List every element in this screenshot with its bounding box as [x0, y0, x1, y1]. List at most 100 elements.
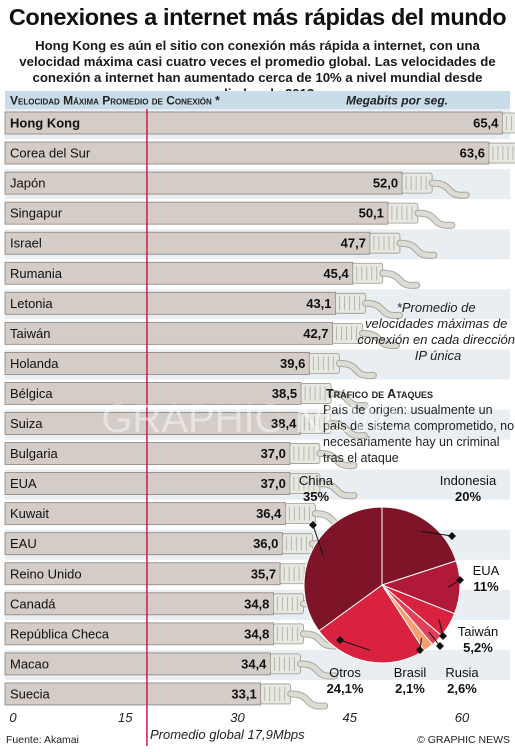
- bar-value-label: 47,7: [341, 236, 366, 251]
- bar-category-label: Rumania: [10, 266, 63, 281]
- pie-leader-marker: [309, 521, 317, 529]
- bar-row: EAU 36,0: [4, 529, 510, 560]
- chart-header-band: [5, 91, 510, 109]
- cable-plug: [387, 202, 419, 224]
- source-label: Fuente: Akamai: [6, 734, 79, 746]
- bar: [4, 231, 371, 255]
- pie-leader-marker: [439, 632, 447, 640]
- page-subtitle: Hong Kong es aún el sitio con conexión m…: [19, 38, 496, 101]
- pie-leader-line: [312, 524, 324, 556]
- pie-slice: [381, 506, 457, 586]
- cable-plug: [488, 142, 515, 164]
- chart-header-label: Velocidad Máxima Promedio de Conexión *: [10, 94, 220, 108]
- bar-row: Japón 52,0: [4, 169, 510, 200]
- pie-slice-value: 2,6%: [447, 681, 477, 696]
- attack-traffic-pie: [303, 506, 461, 664]
- bar-category-label: Israel: [10, 236, 42, 251]
- footnote-text: *Promedio de velocidades máximas de cone…: [357, 300, 515, 363]
- cable-plug: [401, 172, 433, 194]
- cable-plug: [299, 413, 331, 434]
- bar-row: EUA 37,0: [4, 469, 510, 500]
- pie-leader-line: [339, 639, 370, 651]
- bar-row: Kuwait 36,4: [4, 502, 353, 530]
- x-tick-label: 45: [343, 710, 358, 725]
- cable-plug: [502, 112, 515, 134]
- bar-value-label: 52,0: [373, 176, 398, 191]
- bar-category-label: Taiwán: [10, 326, 50, 341]
- credit-label: © GRAPHIC NEWS: [417, 734, 510, 746]
- pie-slice: [318, 584, 425, 664]
- bar-category-label: Bélgica: [10, 386, 53, 401]
- bar-value-label: 63,6: [460, 146, 485, 161]
- bar-row: Corea del Sur 63,6: [4, 141, 515, 165]
- cable-plug: [369, 232, 401, 254]
- bar: [4, 171, 403, 195]
- pie-slice-name: EUA: [473, 563, 500, 578]
- pie-slice-value: 5,2%: [463, 640, 493, 655]
- bar-value-label: 33,1: [231, 686, 256, 701]
- page-title: Conexiones a internet más rápidas del mu…: [8, 4, 507, 30]
- bar-row: Suiza 38,4: [4, 409, 510, 440]
- bar-row: Rumania 45,4: [4, 261, 421, 289]
- x-tick-label: 15: [118, 710, 133, 725]
- bar-value-label: 37,0: [261, 446, 286, 461]
- pie-slice-value: 35%: [303, 489, 329, 504]
- bar-category-label: Holanda: [10, 356, 59, 371]
- bar-value-label: 36,4: [256, 506, 282, 521]
- cable-plug: [352, 262, 384, 284]
- bar: [4, 201, 389, 225]
- x-axis-ticks: 0 15 30 45 60: [9, 710, 470, 725]
- chart-unit-label: Megabits por seg.: [346, 94, 448, 108]
- bar-value-label: 34,8: [244, 596, 269, 611]
- bar-category-label: Suiza: [10, 416, 43, 431]
- bar-row: Hong Kong 65,4: [4, 109, 515, 140]
- cable-plug: [273, 593, 304, 615]
- cable-plug: [270, 653, 301, 675]
- pie-slice-name: Rusia: [445, 665, 479, 680]
- bar-row: Taiwán 42,7: [4, 321, 401, 349]
- pie-leader-marker: [456, 576, 464, 584]
- bar-row: Israel 47,7: [4, 229, 510, 260]
- pie-slice-name: Indonesia: [440, 473, 497, 488]
- pie-leader-marker: [336, 636, 344, 644]
- pie-slice-name: Taiwán: [458, 624, 498, 639]
- bar-category-label: EAU: [10, 536, 37, 551]
- bar-row: Letonia 43,1: [4, 289, 510, 320]
- cable-plug: [300, 383, 332, 404]
- bar-value-label: 37,0: [261, 476, 286, 491]
- bar-category-label: Corea del Sur: [10, 146, 91, 161]
- bar-category-label: Letonia: [10, 296, 53, 311]
- pie-slice-value: 2,1%: [395, 681, 425, 696]
- bar-category-label: Macao: [10, 656, 49, 671]
- pie-slice-value: 11%: [473, 579, 499, 594]
- cable-plug: [281, 533, 313, 555]
- pie-title: Tráfico de Ataques: [326, 387, 433, 401]
- bar: [4, 532, 283, 556]
- global-average-label: Promedio global 17,9Mbps: [150, 727, 305, 742]
- bar-category-label: Canadá: [10, 596, 56, 611]
- cable-plug: [260, 683, 292, 705]
- cable-plug: [335, 292, 366, 314]
- bar-row: República Checa 34,8: [4, 622, 341, 650]
- watermark-text: GRAPHIC NEWS: [101, 397, 414, 441]
- bar-value-label: 39,6: [280, 356, 305, 371]
- x-tick-label: 60: [455, 710, 470, 725]
- bar-value-label: 65,4: [473, 116, 499, 131]
- bar-value-label: 38,5: [272, 386, 297, 401]
- bar-row: Bulgaria 37,0: [4, 442, 358, 470]
- pie-leader-line: [428, 631, 441, 647]
- bar-row: Holanda 39,6: [4, 349, 510, 380]
- cable-plug: [284, 503, 316, 525]
- bar-row: Suecia 33,1: [4, 682, 329, 710]
- bar-category-label: Hong Kong: [10, 116, 80, 131]
- bar-value-label: 42,7: [303, 326, 328, 341]
- bar-value-label: 38,4: [271, 416, 297, 431]
- pie-leader-marker: [416, 646, 424, 654]
- bar-category-label: Kuwait: [10, 506, 49, 521]
- bar-value-label: 34,8: [244, 626, 269, 641]
- bar-category-label: EUA: [10, 476, 37, 491]
- pie-slice-value: 24,1%: [327, 681, 364, 696]
- bar-value-label: 36,0: [253, 536, 278, 551]
- pie-slice: [303, 506, 383, 632]
